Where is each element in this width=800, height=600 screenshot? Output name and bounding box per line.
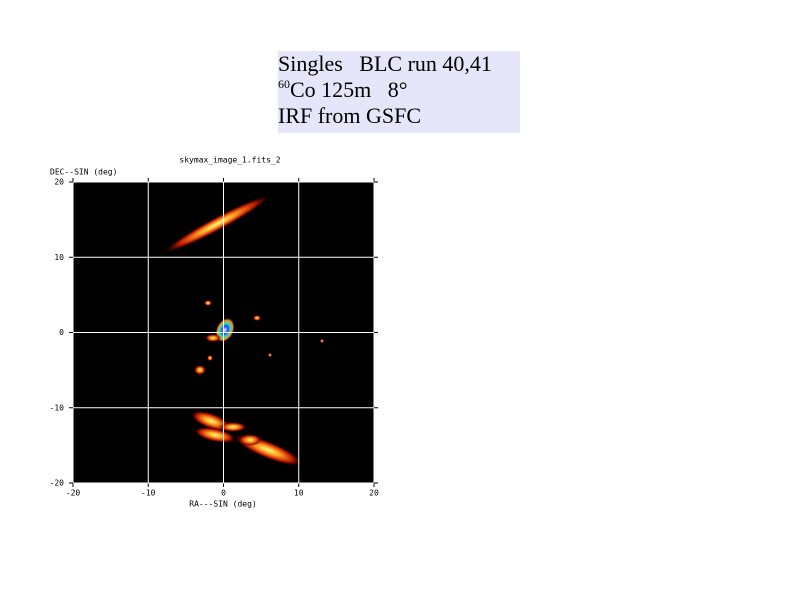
y-tick-label: 20 xyxy=(54,178,64,187)
y-tick-label: -10 xyxy=(50,403,65,412)
x-tick-label: 0 xyxy=(221,489,226,498)
y-axis-label: DEC--SIN (deg) xyxy=(50,168,117,177)
x-tick-label: 10 xyxy=(294,489,304,498)
caption-box: Singles BLC run 40,41 60Co 125m 8° IRF f… xyxy=(278,51,520,133)
x-tick-label: -20 xyxy=(66,489,81,498)
x-tick-label: -10 xyxy=(141,489,156,498)
superscript: 60 xyxy=(278,77,290,91)
caption-line: Singles BLC run 40,41 xyxy=(278,51,492,76)
x-axis-label: RA---SIN (deg) xyxy=(189,500,256,509)
y-tick-label: -20 xyxy=(50,479,65,488)
x-tick-label: 20 xyxy=(369,489,379,498)
y-tick-label: 0 xyxy=(59,328,64,337)
caption-text: Co 125m 8° xyxy=(290,77,408,102)
caption-line: 60Co 125m 8° xyxy=(278,77,520,103)
chart-title: skymax_image_1.fits_2 xyxy=(179,156,280,165)
sky-image xyxy=(162,194,324,467)
y-tick-label: 10 xyxy=(54,253,64,262)
caption-line: IRF from GSFC xyxy=(278,103,422,128)
